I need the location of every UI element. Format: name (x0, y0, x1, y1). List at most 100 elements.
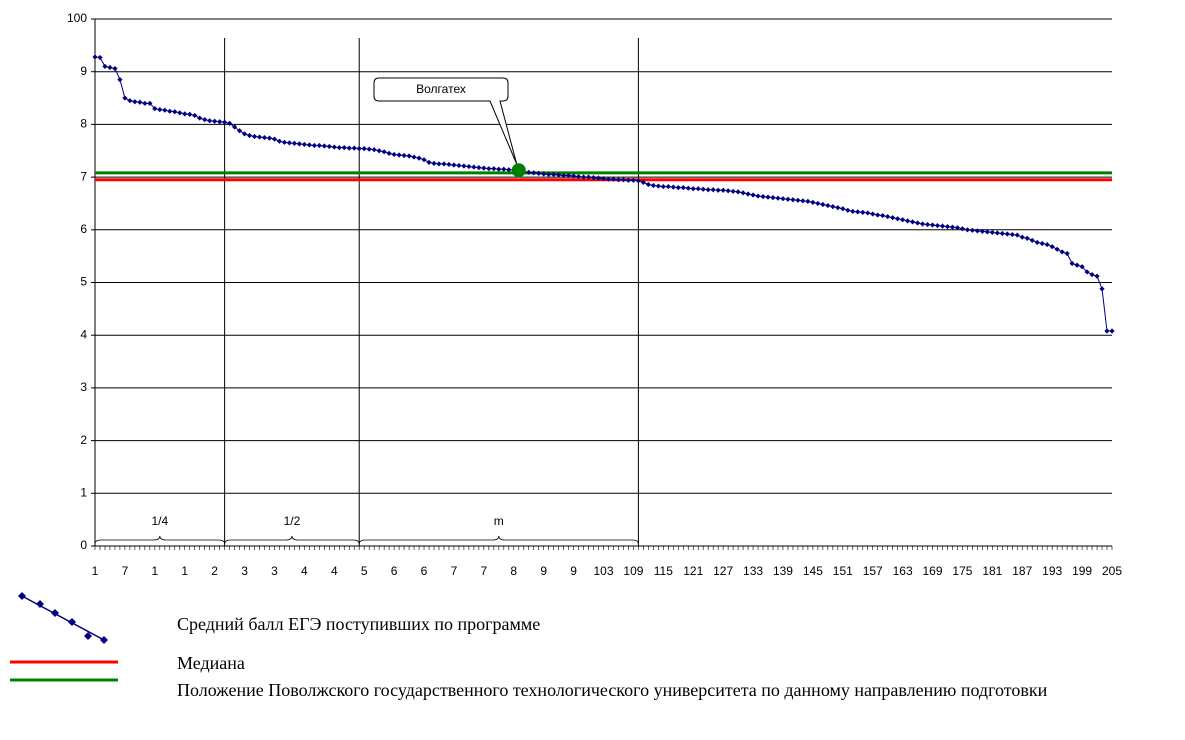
data-point (735, 189, 741, 195)
data-point (909, 219, 916, 225)
x-tick-label: 127 (713, 564, 733, 578)
data-point (276, 138, 283, 144)
x-tick-label: 2 (211, 564, 218, 578)
data-point (575, 173, 582, 180)
x-tick-label: 121 (683, 564, 703, 578)
data-point (825, 202, 831, 209)
x-tick-label: 1 (151, 564, 158, 578)
legend-icon-line (21, 595, 105, 641)
x-tick-label: 3 (241, 564, 248, 578)
x-tick-label: 181 (982, 564, 1002, 578)
data-point (700, 186, 706, 192)
data-point (301, 141, 307, 148)
data-point (251, 133, 258, 140)
x-tick-label: 1 (92, 564, 99, 578)
data-point (496, 166, 502, 172)
data-point (805, 198, 811, 204)
data-point (137, 99, 143, 105)
data-point (730, 188, 736, 194)
data-point (411, 154, 417, 160)
data-point (860, 209, 866, 216)
x-tick-label: 9 (540, 564, 547, 578)
data-point (695, 186, 701, 192)
data-point (446, 161, 452, 168)
legend-icon-marker (84, 632, 92, 640)
data-point (1069, 260, 1075, 267)
x-tick-label: 163 (893, 564, 913, 578)
data-point (451, 162, 457, 168)
data-point (954, 225, 961, 231)
data-point (855, 209, 861, 215)
y-tick-label: 0 (80, 538, 87, 552)
data-point (800, 198, 806, 204)
data-point (361, 146, 367, 152)
x-tick-label: 6 (391, 564, 398, 578)
x-tick-label: 157 (863, 564, 883, 578)
data-point (1104, 328, 1110, 334)
data-point (197, 115, 203, 121)
data-point (934, 222, 941, 229)
data-point (1019, 234, 1025, 240)
data-point (929, 222, 936, 228)
data-point (865, 210, 871, 216)
data-point (396, 152, 402, 158)
data-point (895, 216, 901, 222)
y-tick-label: 8 (80, 117, 87, 131)
segment-brace (94, 535, 226, 545)
data-point (266, 135, 273, 141)
data-point (231, 124, 238, 130)
data-point (840, 206, 846, 212)
data-point (127, 98, 133, 104)
x-tick-label: 169 (923, 564, 943, 578)
x-tick-label: 4 (301, 564, 308, 578)
data-point (222, 119, 228, 125)
data-point (152, 105, 158, 112)
data-point (1009, 231, 1015, 238)
data-point (875, 212, 881, 218)
legend-icon-marker (51, 609, 59, 617)
data-point (401, 152, 407, 159)
series-line (94, 56, 1112, 332)
data-point (745, 191, 751, 197)
data-point (541, 171, 547, 177)
y-tick-label: 6 (80, 222, 87, 236)
x-tick-label: 133 (743, 564, 763, 578)
x-tick-label: 205 (1102, 564, 1122, 578)
data-point (391, 151, 397, 158)
y-tick-label: 7 (80, 169, 87, 183)
data-point (590, 175, 597, 181)
data-point (880, 212, 886, 219)
data-point (740, 190, 746, 196)
data-point (366, 146, 372, 152)
y-tick-label: 100 (67, 11, 87, 25)
data-point (979, 228, 985, 234)
data-point (1004, 231, 1010, 237)
data-point (870, 211, 876, 217)
data-point (212, 118, 218, 124)
y-tick-label: 2 (80, 433, 87, 447)
data-point (246, 132, 253, 139)
data-point (501, 166, 507, 172)
x-tick-label: 109 (623, 564, 643, 578)
y-tick-label: 3 (80, 380, 87, 394)
data-point (1029, 237, 1035, 243)
data-point (531, 170, 537, 176)
data-point (685, 185, 691, 191)
legend-position: Положение Поволжского государственного т… (177, 680, 1048, 700)
y-tick-label: 9 (80, 64, 87, 78)
data-point (481, 165, 487, 171)
segment-label: 1/2 (284, 514, 301, 528)
segment-brace (224, 535, 360, 545)
data-point (336, 144, 342, 151)
data-point (256, 134, 263, 140)
callout (373, 77, 518, 165)
data-point (610, 176, 617, 182)
data-point (1094, 273, 1100, 279)
data-point (346, 145, 352, 151)
data-point (645, 181, 651, 188)
legend-icon-marker (36, 600, 44, 608)
legend-median: Медиана (177, 653, 245, 673)
data-point (1059, 249, 1065, 255)
data-point (885, 214, 891, 220)
